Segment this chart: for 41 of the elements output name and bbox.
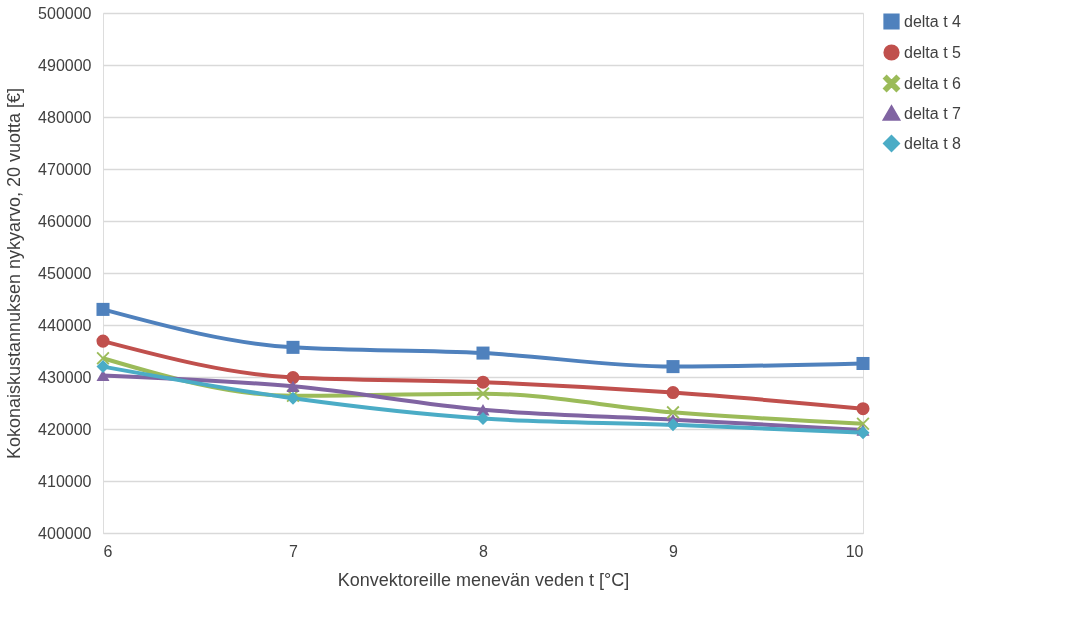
legend-label: delta t 4 — [904, 12, 962, 30]
y-tick-label: 500000 — [38, 4, 92, 22]
legend-label: delta t 5 — [904, 43, 962, 61]
y-tick-label: 490000 — [38, 56, 92, 74]
legend-label: delta t 6 — [904, 74, 962, 92]
x-tick-label: 8 — [479, 542, 489, 560]
y-tick-label: 480000 — [38, 108, 92, 126]
point — [96, 369, 110, 382]
x-tick-label: 7 — [289, 542, 299, 560]
point — [96, 302, 110, 316]
point — [666, 386, 680, 400]
x-tick-label: 10 — [845, 542, 864, 560]
point — [96, 334, 110, 348]
y-tick-label: 430000 — [38, 368, 92, 386]
point — [476, 346, 490, 360]
point — [476, 412, 490, 426]
x-tick-label: 9 — [669, 542, 679, 560]
point — [856, 426, 870, 440]
y-axis-title: Kokonaiskustannuksen nykyarvo, 20 vuotta [€] — [4, 87, 25, 460]
y-tick-label: 450000 — [38, 264, 92, 282]
point — [476, 375, 490, 389]
x-axis-title: Konvektoreille menevän veden t [°C] — [337, 569, 630, 590]
point — [856, 417, 870, 431]
point — [286, 371, 300, 385]
point — [666, 360, 680, 374]
y-tick-label: 400000 — [38, 524, 92, 542]
legend-label: delta t 7 — [904, 104, 962, 122]
legend-label: delta t 8 — [904, 134, 962, 152]
point — [96, 351, 110, 365]
point — [96, 360, 110, 374]
y-tick-label: 470000 — [38, 160, 92, 178]
point — [666, 418, 680, 432]
y-tick-label: 420000 — [38, 420, 92, 438]
y-tick-label: 410000 — [38, 472, 92, 490]
point — [286, 380, 300, 393]
x-tick-label: 6 — [103, 542, 113, 560]
y-tick-label: 440000 — [38, 316, 92, 334]
point — [286, 340, 300, 354]
point — [856, 356, 870, 370]
y-tick-label: 460000 — [38, 212, 92, 230]
point — [856, 402, 870, 416]
